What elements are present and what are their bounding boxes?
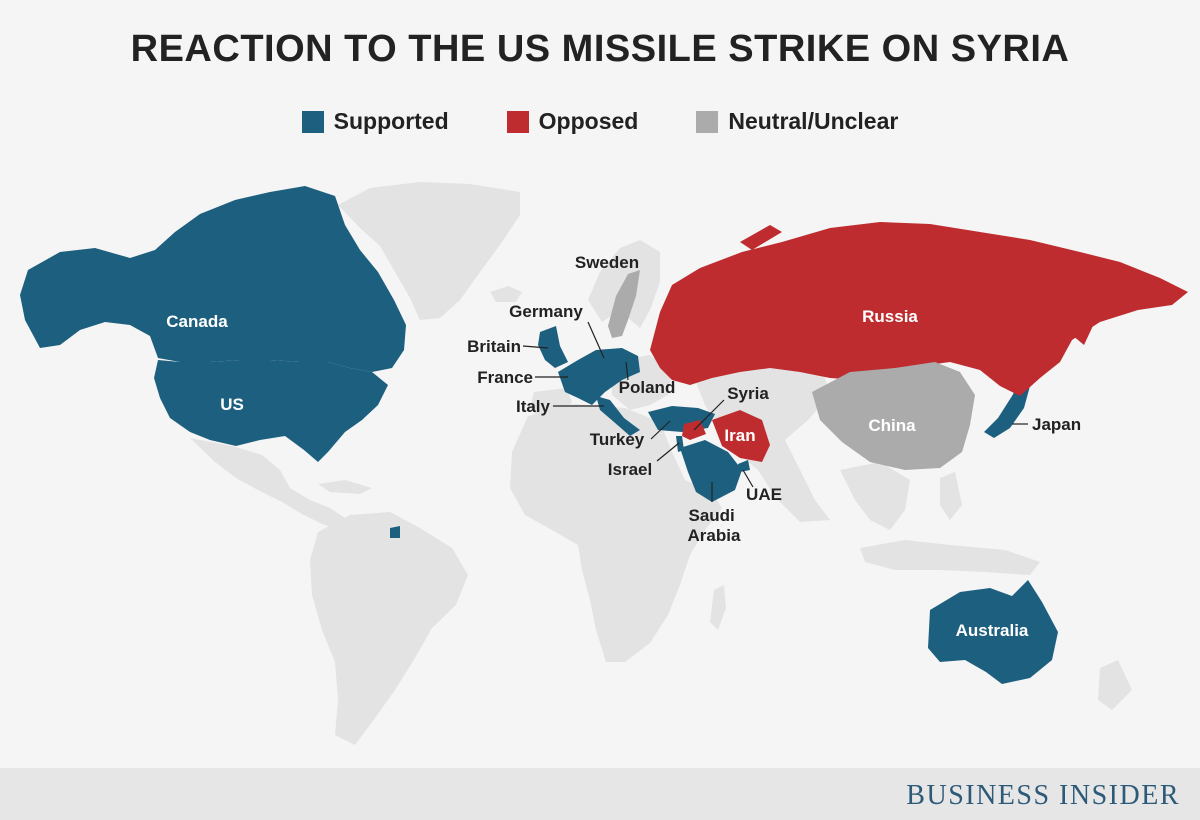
sweden-shape (608, 270, 640, 338)
label-canada: Canada (166, 312, 228, 331)
legend-swatch-neutral (696, 110, 719, 133)
poland-leader (625, 361, 629, 381)
legend-swatch-opposed (506, 110, 529, 133)
label-sweden: Sweden (575, 253, 639, 272)
label-france: France (477, 368, 533, 387)
label-saudi-arabia-text: Saudi (688, 506, 734, 525)
uae-leader (742, 469, 754, 488)
label-australia: Australia (956, 621, 1029, 640)
legend-swatch-supported (301, 110, 324, 133)
legend: Supported Opposed Neutral/Unclear (0, 108, 1200, 135)
saudi-arabia-shape (680, 440, 742, 502)
label-saudi-arabia-line2: Arabia (688, 526, 741, 545)
western-europe-shape (558, 348, 640, 405)
map-title: REACTION TO THE US MISSILE STRIKE ON SYR… (130, 28, 1070, 70)
iran-shape (712, 410, 770, 462)
iberia-shape (530, 388, 572, 420)
label-saudi-arabia: Saudi Arabia (688, 506, 741, 545)
opposed-layer (650, 222, 1188, 462)
country-labels: Canada US Britain France Germany Italy P… (166, 253, 1081, 640)
label-turkey: Turkey (590, 430, 645, 449)
italy-shape (596, 396, 640, 436)
britain-shape (538, 326, 568, 368)
label-japan: Japan (1032, 415, 1081, 434)
africa-shape (510, 404, 722, 662)
legend-label-opposed: Opposed (538, 108, 639, 134)
southeast-asia-shape (840, 462, 910, 530)
label-china: China (868, 416, 916, 435)
indonesia-shape (860, 540, 1040, 575)
label-us: US (220, 395, 244, 414)
label-syria: Syria (727, 384, 769, 403)
legend-label-neutral: Neutral/Unclear (728, 108, 899, 134)
south-america-shape (310, 512, 468, 745)
legend-label-supported: Supported (333, 108, 449, 134)
label-italy: Italy (516, 397, 551, 416)
label-britain: Britain (467, 337, 521, 356)
israel-leader (656, 442, 680, 462)
label-iran: Iran (724, 426, 755, 445)
turkey-leader (650, 420, 671, 440)
legend-item-supported: Supported (301, 108, 449, 135)
madagascar-shape (710, 585, 726, 630)
us-shape (154, 360, 388, 462)
label-germany: Germany (509, 302, 583, 321)
china-shape (812, 362, 975, 470)
novaya-zemlya-shape (740, 225, 782, 250)
label-uae: UAE (746, 485, 782, 504)
philippines-shape (940, 472, 962, 520)
footer-bar: BUSINESS INSIDER (0, 768, 1200, 820)
britain-leader (522, 345, 549, 349)
label-poland: Poland (619, 378, 676, 397)
iceland-shape (490, 286, 522, 302)
french-guiana-shape (390, 526, 400, 538)
brand-logo: BUSINESS INSIDER (906, 780, 1180, 811)
australia-shape (928, 580, 1058, 684)
greenland-shape (338, 182, 520, 320)
leader-lines (522, 321, 1028, 502)
neutral-layer (608, 270, 975, 470)
new-zealand-shape (1098, 660, 1132, 710)
uae-shape (738, 460, 750, 472)
caribbean-shape (318, 480, 372, 494)
canada-shape (20, 186, 406, 372)
syria-leader (693, 399, 725, 431)
kamchatka-shape (1070, 292, 1098, 345)
germany-leader (587, 321, 605, 359)
legend-item-opposed: Opposed (506, 108, 639, 135)
mexico-shape (190, 438, 348, 530)
russia-shape (650, 222, 1188, 396)
label-russia: Russia (862, 307, 918, 326)
label-israel: Israel (608, 460, 652, 479)
legend-item-neutral: Neutral/Unclear (696, 108, 898, 135)
